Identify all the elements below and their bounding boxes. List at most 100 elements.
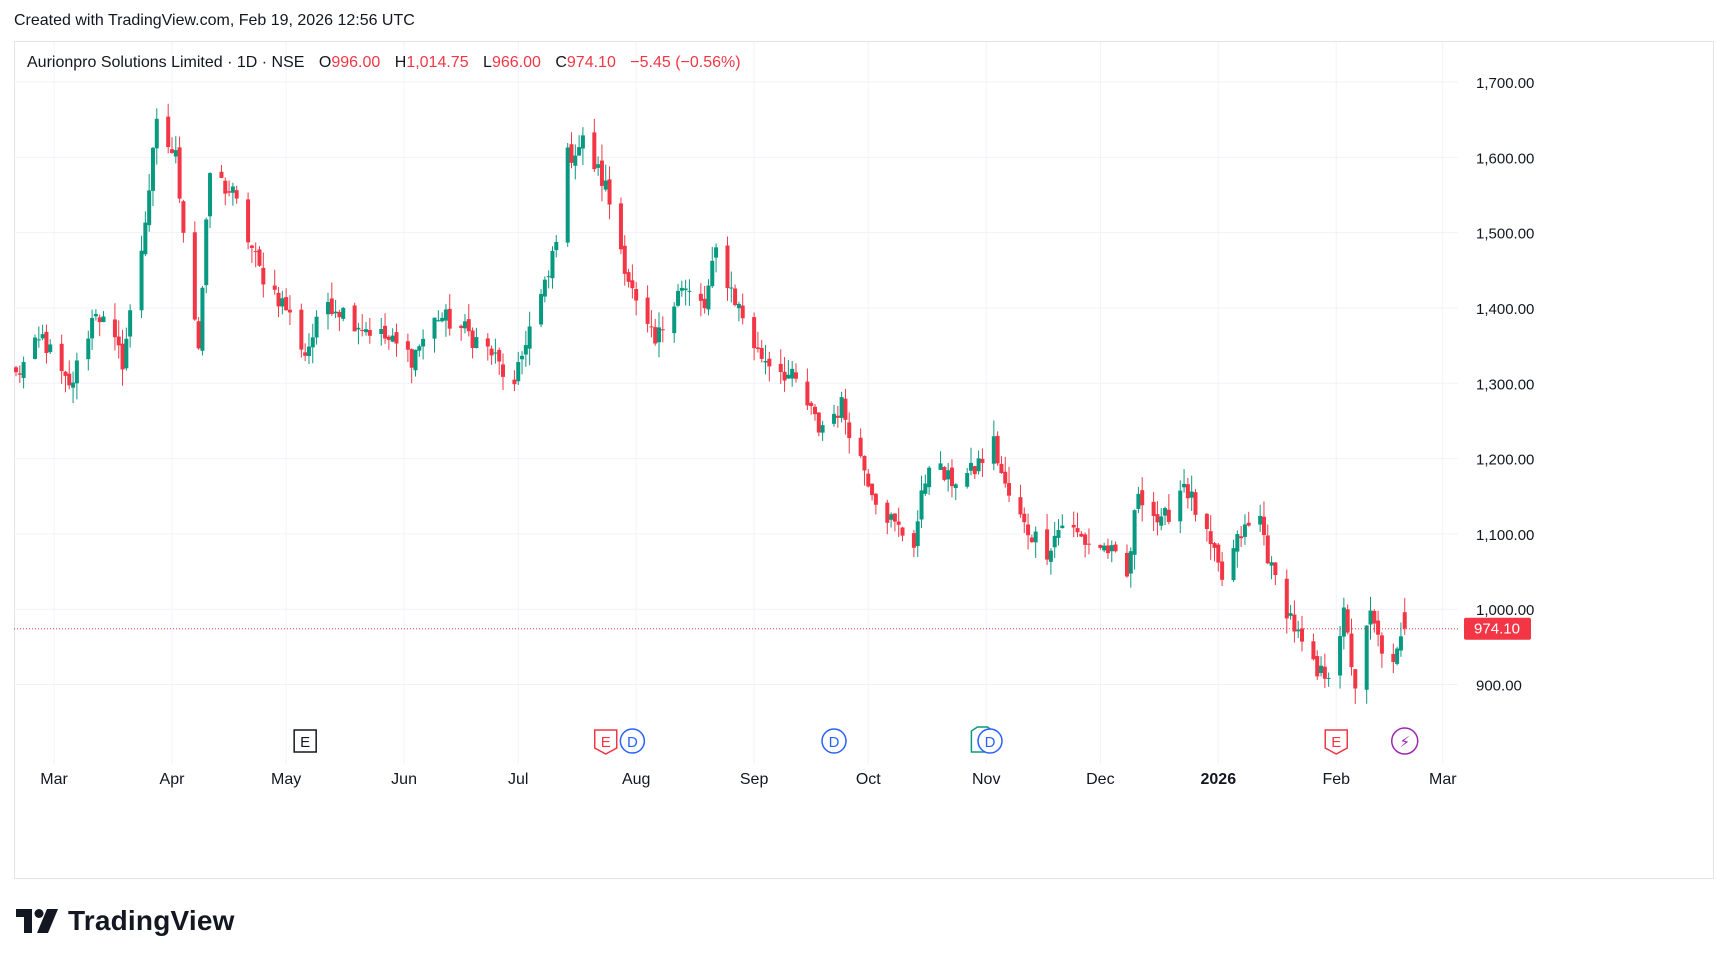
x-axis-tick-label: Oct [856, 771, 881, 788]
candle-body [1003, 471, 1008, 484]
candle-body [767, 358, 772, 367]
candle-body [698, 293, 703, 301]
candle-body [421, 338, 426, 347]
candle-body [116, 336, 121, 346]
legend-low-value: 966.00 [491, 54, 541, 71]
candle-body [1364, 625, 1369, 690]
candle-body [1311, 641, 1316, 660]
candle-body [596, 164, 601, 168]
candle-body [565, 147, 570, 243]
candle-body [124, 338, 129, 369]
candle-body [755, 347, 760, 349]
candle-body [900, 527, 905, 536]
split-marker-icon [1390, 727, 1419, 755]
y-axis-tick-label: 1,500.00 [1476, 226, 1534, 243]
candle-body [150, 147, 155, 191]
candle-body [729, 287, 734, 289]
candle-body [230, 186, 235, 193]
candle-body [569, 144, 574, 163]
candle-body [1345, 609, 1350, 633]
candle-body [927, 467, 932, 488]
candle-body [1216, 544, 1221, 563]
candle-body [687, 290, 692, 292]
candle-body [972, 466, 977, 475]
candle-body [436, 320, 441, 322]
candle-body [991, 436, 996, 464]
candle-body [1060, 525, 1065, 529]
legend-close-label: C [555, 54, 567, 71]
candle-body [736, 303, 741, 309]
candle-body [501, 364, 506, 377]
candle-body [489, 348, 494, 356]
candle-body [1086, 543, 1091, 545]
candle-body [234, 190, 239, 199]
y-axis-tick-label: 1,700.00 [1476, 75, 1534, 92]
candle-body [740, 305, 745, 319]
candle-body [805, 381, 810, 406]
candle-body [310, 337, 315, 348]
candle-body [607, 179, 612, 205]
candle-body [949, 467, 954, 487]
candle-body [1136, 493, 1141, 509]
candle-body [405, 341, 410, 350]
candle-body [120, 343, 125, 370]
candle-body [1029, 537, 1034, 543]
candle-body [367, 329, 372, 336]
candle-body [812, 406, 817, 415]
candle-body [1288, 613, 1293, 616]
dividend-marker-icon [977, 728, 1003, 754]
x-axis-tick-label: Mar [40, 771, 68, 788]
candle-body [710, 260, 715, 287]
candle-body [873, 493, 878, 505]
candle-body [101, 316, 106, 323]
candle-body [485, 338, 490, 347]
candle-body [752, 317, 757, 349]
candle-body [1341, 607, 1346, 637]
candle-body [870, 483, 875, 496]
x-axis-tick-label: Sep [740, 771, 769, 788]
chart-panel[interactable] [14, 41, 1714, 879]
tradingview-brand[interactable]: TradingView [16, 905, 235, 937]
candle-body [59, 343, 64, 372]
candle-body [672, 306, 677, 334]
y-axis-tick-label: 1,200.00 [1476, 452, 1534, 469]
candle-body [527, 326, 532, 349]
earnings-marker-icon [1324, 729, 1348, 755]
candle-body [892, 513, 897, 522]
candle-body [409, 349, 414, 368]
legend-change: −5.45 (−0.56%) [630, 54, 741, 71]
legend-high-value: 1,014.75 [406, 54, 469, 71]
candle-body [1326, 677, 1331, 679]
candle-body [923, 483, 928, 494]
candle-body [1083, 534, 1088, 545]
candle-body [516, 362, 521, 382]
candle-body [1045, 529, 1050, 560]
candle-body [1151, 501, 1156, 516]
candle-body [786, 374, 791, 379]
candle-body [1163, 508, 1168, 516]
candle-body [417, 346, 422, 351]
candle-body [1140, 490, 1145, 506]
candle-body [48, 344, 53, 353]
last-price-tag [1464, 617, 1531, 640]
candle-body [246, 199, 251, 243]
candle-body [554, 241, 559, 251]
dividend-marker-label: D [829, 734, 840, 751]
candle-body [1220, 561, 1225, 580]
candle-body [1182, 483, 1187, 488]
candle-body [154, 118, 159, 149]
candle-body [386, 336, 391, 340]
candle-body [995, 435, 1000, 464]
candle-body [1155, 514, 1160, 523]
candle-body [314, 316, 319, 338]
candle-body [980, 458, 985, 463]
candle-body [173, 150, 178, 157]
candle-body [1246, 522, 1251, 526]
candle-body [679, 287, 684, 291]
x-axis-tick-label: May [271, 771, 301, 788]
earnings-marker-label: E [601, 734, 611, 751]
candle-body [196, 321, 201, 349]
candle-body [390, 335, 395, 342]
candle-body [653, 327, 658, 344]
